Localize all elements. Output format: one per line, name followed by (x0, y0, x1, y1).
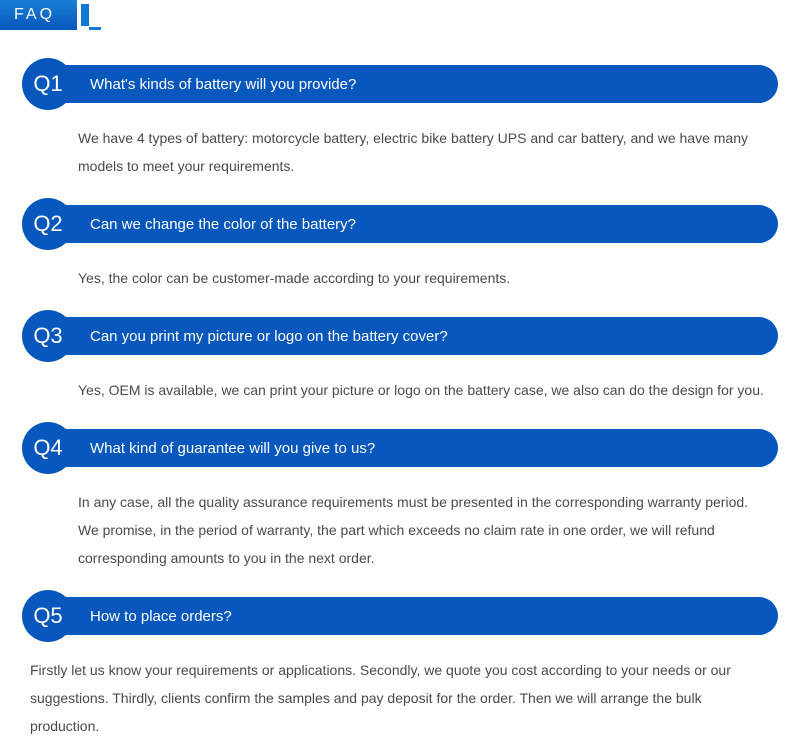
faq-list: Q1 What's kinds of battery will you prov… (0, 58, 800, 746)
faq-question-text: Can we change the color of the battery? (48, 205, 778, 243)
faq-question-text: What's kinds of battery will you provide… (48, 65, 778, 103)
faq-question-badge: Q4 (22, 422, 74, 474)
faq-item: Q5 How to place orders? Firstly let us k… (22, 590, 778, 746)
faq-item: Q1 What's kinds of battery will you prov… (22, 58, 778, 186)
faq-answer-text: Yes, the color can be customer-made acco… (22, 260, 778, 298)
faq-question-text: What kind of guarantee will you give to … (48, 429, 778, 467)
faq-question-text: Can you print my picture or logo on the … (48, 317, 778, 355)
faq-answer-text: In any case, all the quality assurance r… (22, 484, 778, 578)
faq-question-row: Q3 Can you print my picture or logo on t… (22, 310, 778, 362)
faq-answer-text: Yes, OEM is available, we can print your… (22, 372, 778, 410)
faq-question-row: Q5 How to place orders? (22, 590, 778, 642)
faq-question-row: Q1 What's kinds of battery will you prov… (22, 58, 778, 110)
faq-item: Q3 Can you print my picture or logo on t… (22, 310, 778, 410)
faq-question-badge: Q5 (22, 590, 74, 642)
faq-header-accent (81, 4, 89, 26)
faq-question-row: Q4 What kind of guarantee will you give … (22, 422, 778, 474)
faq-answer-text: Firstly let us know your requirements or… (22, 652, 778, 746)
faq-header: FAQ (0, 0, 800, 30)
faq-question-badge: Q1 (22, 58, 74, 110)
faq-header-accent (89, 27, 101, 30)
faq-item: Q4 What kind of guarantee will you give … (22, 422, 778, 578)
faq-question-text: How to place orders? (48, 597, 778, 635)
faq-header-title: FAQ (0, 0, 77, 30)
faq-answer-text: We have 4 types of battery: motorcycle b… (22, 120, 778, 186)
faq-question-badge: Q3 (22, 310, 74, 362)
faq-item: Q2 Can we change the color of the batter… (22, 198, 778, 298)
faq-question-badge: Q2 (22, 198, 74, 250)
faq-question-row: Q2 Can we change the color of the batter… (22, 198, 778, 250)
